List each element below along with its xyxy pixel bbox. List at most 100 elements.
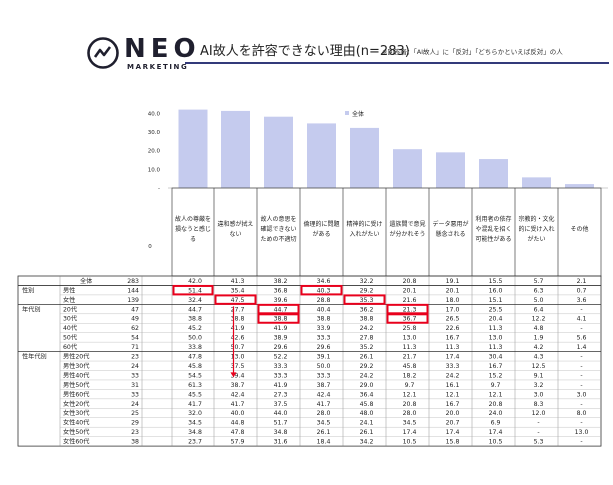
table-cell-value: 3.2 xyxy=(534,382,544,389)
row-label: 20代 xyxy=(63,305,78,313)
table-cell-value: 12.0 xyxy=(532,410,546,417)
table-cell-value: 22.6 xyxy=(446,325,460,332)
table-cell-value: 34.6 xyxy=(317,278,331,285)
table-cell-value: 16.7 xyxy=(489,363,503,370)
table-cell-value: 35.4 xyxy=(231,287,245,294)
table-cell-value: 32.2 xyxy=(360,278,374,285)
row-label: 女性40代 xyxy=(63,419,90,427)
table-cell-value: 4.3 xyxy=(534,354,544,361)
category-label: 利用者の依存 xyxy=(475,215,511,223)
table-cell-value: 50.7 xyxy=(231,344,245,351)
bar xyxy=(221,110,250,188)
table-cell-value: 12.1 xyxy=(489,391,503,398)
table-cell-value: 5.7 xyxy=(534,278,544,285)
sample-size: 71 xyxy=(131,344,139,351)
table-cell-value: 41.9 xyxy=(274,325,288,332)
table-cell-value: 29.6 xyxy=(317,344,331,351)
table-cell-value: 16.0 xyxy=(489,287,503,294)
bar xyxy=(565,184,594,188)
table-cell-value: 10.5 xyxy=(489,439,503,446)
table-cell-value: 42.0 xyxy=(188,278,202,285)
y-tick-label: 30.0 xyxy=(148,130,161,136)
sample-size: 62 xyxy=(131,325,139,332)
table-cell-value: 36.4 xyxy=(360,391,374,398)
table-cell-value: 42.6 xyxy=(231,335,245,342)
table-cell-value: 21.3 xyxy=(403,306,417,313)
table-cell-value: 4.2 xyxy=(534,344,544,351)
table-cell-value: 38.7 xyxy=(231,382,245,389)
table-cell-value: 6.4 xyxy=(534,306,544,313)
sample-size: 23 xyxy=(131,429,139,436)
table-cell-value: 38.2 xyxy=(274,278,288,285)
table-cell-value: - xyxy=(580,354,582,361)
category-label: ない xyxy=(229,231,241,238)
category-label: が分かれそう xyxy=(389,230,425,238)
table-cell-value: 10.5 xyxy=(403,439,417,446)
row-label: 女性60代 xyxy=(63,438,90,446)
table-cell-value: 24.0 xyxy=(489,410,503,417)
table-cell-value: 38.8 xyxy=(360,316,374,323)
table-cell-value: 21.6 xyxy=(403,297,417,304)
table-cell-value: 51.4 xyxy=(188,287,202,294)
table-cell-value: 16.7 xyxy=(446,335,460,342)
table-cell-value: 25.8 xyxy=(403,325,417,332)
table-cell-value: 17.4 xyxy=(446,429,460,436)
brand-subtitle: MARKETING xyxy=(127,63,189,71)
row-label: 女性30代 xyxy=(63,409,90,417)
table-cell-value: 38.8 xyxy=(188,316,202,323)
table-cell-value: 34.2 xyxy=(360,439,374,446)
table-cell-value: 9.1 xyxy=(534,372,544,379)
table-cell-value: 45.8 xyxy=(403,363,417,370)
sample-size: 24 xyxy=(131,363,139,370)
table-cell-value: 31.6 xyxy=(274,439,288,446)
table-cell-value: 28.0 xyxy=(403,410,417,417)
table-cell-value: 34.5 xyxy=(188,420,202,427)
table-cell-value: - xyxy=(580,306,582,313)
table-cell-value: 4.8 xyxy=(534,325,544,332)
table-cell-value: 11.3 xyxy=(403,344,417,351)
table-cell-value: 44.0 xyxy=(274,410,288,417)
table-cell-value: - xyxy=(580,401,582,408)
table-cell-value: 33.3 xyxy=(274,363,288,370)
table-cell-value: 25.5 xyxy=(489,306,503,313)
table-cell-value: 17.4 xyxy=(446,354,460,361)
table-cell-value: 38.8 xyxy=(231,316,245,323)
table-cell-value: 3.0 xyxy=(577,391,587,398)
table-cell-value: 13.0 xyxy=(231,354,245,361)
table-cell-value: 20.1 xyxy=(446,287,460,294)
table-cell-value: 24.2 xyxy=(446,372,460,379)
category-label: 可能性がある xyxy=(475,235,511,243)
table-cell-value: 33.3 xyxy=(317,335,331,342)
table-cell-value: 15.5 xyxy=(489,278,503,285)
row-label: 女性 xyxy=(63,296,75,304)
row-label: 女性20代 xyxy=(63,400,90,408)
table-cell-value: 3.0 xyxy=(534,391,544,398)
highlight-box xyxy=(257,313,300,324)
table-cell-value: 16.1 xyxy=(446,382,460,389)
table-cell-value: 18.2 xyxy=(403,372,417,379)
sample-size: 25 xyxy=(131,410,139,417)
arrow-head xyxy=(230,372,237,378)
table-cell-value: 15.1 xyxy=(489,297,503,304)
table-cell-value: 27.3 xyxy=(274,391,288,398)
table-cell-value: 20.0 xyxy=(446,410,460,417)
table-cell-value: 5.6 xyxy=(577,335,587,342)
table-cell-value: 47.8 xyxy=(231,429,245,436)
table-cell-value: 47.5 xyxy=(231,297,245,304)
table-cell-value: 33.3 xyxy=(446,363,460,370)
bar xyxy=(178,109,208,188)
table-cell-value: 4.1 xyxy=(577,316,587,323)
table-cell-value: 39.1 xyxy=(317,354,331,361)
table-cell-value: 32.4 xyxy=(188,297,202,304)
table-cell-value: 44.7 xyxy=(274,306,288,313)
table-cell-value: 17.4 xyxy=(403,429,417,436)
table-cell-value: 38.7 xyxy=(317,382,331,389)
category-label: 違和感が拭え xyxy=(217,220,253,228)
table-cell-value: 3.6 xyxy=(577,297,587,304)
table-cell-value: 34.5 xyxy=(317,420,331,427)
table-cell-value: 24.2 xyxy=(360,372,374,379)
sample-size: 139 xyxy=(127,297,139,304)
table-cell-value: 26.5 xyxy=(446,316,460,323)
y-tick-label: 40.0 xyxy=(148,111,161,117)
table-cell-value: 33.8 xyxy=(188,344,202,351)
